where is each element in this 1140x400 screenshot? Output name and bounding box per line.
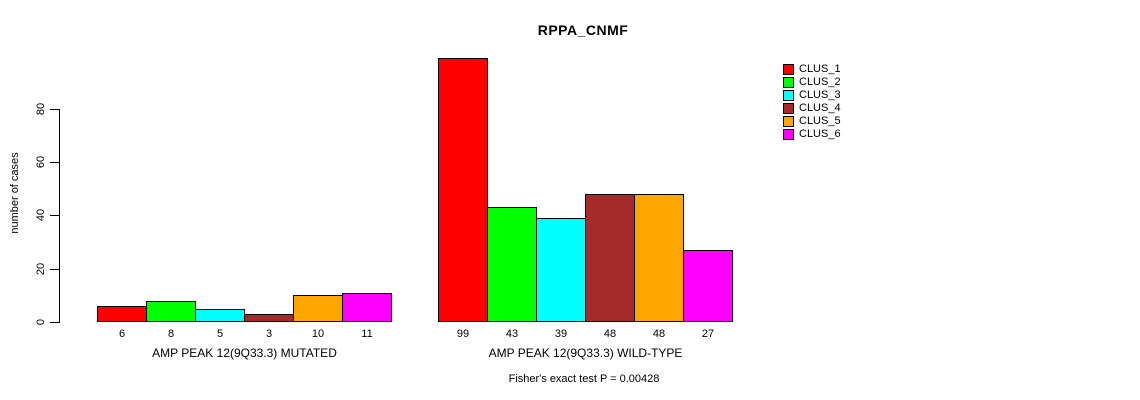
legend-swatch-clus_2 <box>783 77 794 88</box>
y-tick-label: 40 <box>35 208 47 222</box>
y-axis-tick <box>50 322 59 323</box>
chart-title: RPPA_CNMF <box>537 22 629 38</box>
bar-value-label: 6 <box>118 328 126 340</box>
y-tick-label: 60 <box>35 155 47 169</box>
bar-clus_6 <box>683 250 733 322</box>
y-tick-label: 80 <box>35 102 47 116</box>
bar-value-label: 8 <box>167 328 175 340</box>
legend-item-clus_6: CLUS_6 <box>783 128 841 141</box>
legend-swatch-clus_6 <box>783 129 794 140</box>
bar-clus_2 <box>146 301 196 322</box>
bar-value-label: 5 <box>216 328 224 340</box>
y-axis-tick <box>50 215 59 216</box>
bar-value-label: 10 <box>311 328 325 340</box>
y-axis-line <box>59 109 60 323</box>
bar-value-label: 3 <box>265 328 273 340</box>
bar-clus_6 <box>342 293 392 322</box>
legend-item-clus_1: CLUS_1 <box>783 63 841 76</box>
legend-swatch-clus_3 <box>783 90 794 101</box>
bar-value-label: 48 <box>603 328 617 340</box>
legend-label: CLUS_1 <box>799 63 841 75</box>
y-tick-label: 0 <box>35 318 47 326</box>
bar-value-label: 39 <box>554 328 568 340</box>
fisher-test-annotation: Fisher's exact test P = 0.00428 <box>508 373 660 385</box>
bar-clus_5 <box>634 194 684 322</box>
bar-clus_2 <box>487 207 537 322</box>
bar-clus_4 <box>244 314 294 322</box>
bar-value-label: 11 <box>361 328 373 340</box>
y-tick-label: 20 <box>35 262 47 276</box>
group-axis-label: AMP PEAK 12(9Q33.3) MUTATED <box>152 346 337 360</box>
y-axis-tick <box>50 109 59 110</box>
legend: CLUS_1 CLUS_2 CLUS_3 CLUS_4 CLUS_5 CLUS_6 <box>783 63 841 141</box>
bar-clus_5 <box>293 295 343 322</box>
legend-item-clus_5: CLUS_5 <box>783 115 841 128</box>
bar-clus_1 <box>438 58 488 322</box>
y-axis-tick <box>50 269 59 270</box>
legend-swatch-clus_1 <box>783 64 794 75</box>
bar-value-label: 27 <box>701 328 715 340</box>
legend-label: CLUS_4 <box>799 102 841 114</box>
legend-item-clus_2: CLUS_2 <box>783 76 841 89</box>
legend-swatch-clus_4 <box>783 103 794 114</box>
bar-value-label: 48 <box>652 328 666 340</box>
bar-clus_3 <box>536 218 586 322</box>
legend-label: CLUS_2 <box>799 76 841 88</box>
y-axis-tick <box>50 162 59 163</box>
bar-value-label: 43 <box>505 328 519 340</box>
legend-item-clus_4: CLUS_4 <box>783 102 841 115</box>
bar-clus_4 <box>585 194 635 322</box>
legend-label: CLUS_5 <box>799 115 841 127</box>
legend-label: CLUS_3 <box>799 89 841 101</box>
bar-clus_1 <box>97 306 147 322</box>
legend-label: CLUS_6 <box>799 128 841 140</box>
y-axis-label: number of cases <box>9 152 21 234</box>
bar-clus_3 <box>195 309 245 322</box>
legend-item-clus_3: CLUS_3 <box>783 89 841 102</box>
group-axis-label: AMP PEAK 12(9Q33.3) WILD-TYPE <box>488 346 683 360</box>
bar-value-label: 99 <box>456 328 470 340</box>
legend-swatch-clus_5 <box>783 116 794 127</box>
